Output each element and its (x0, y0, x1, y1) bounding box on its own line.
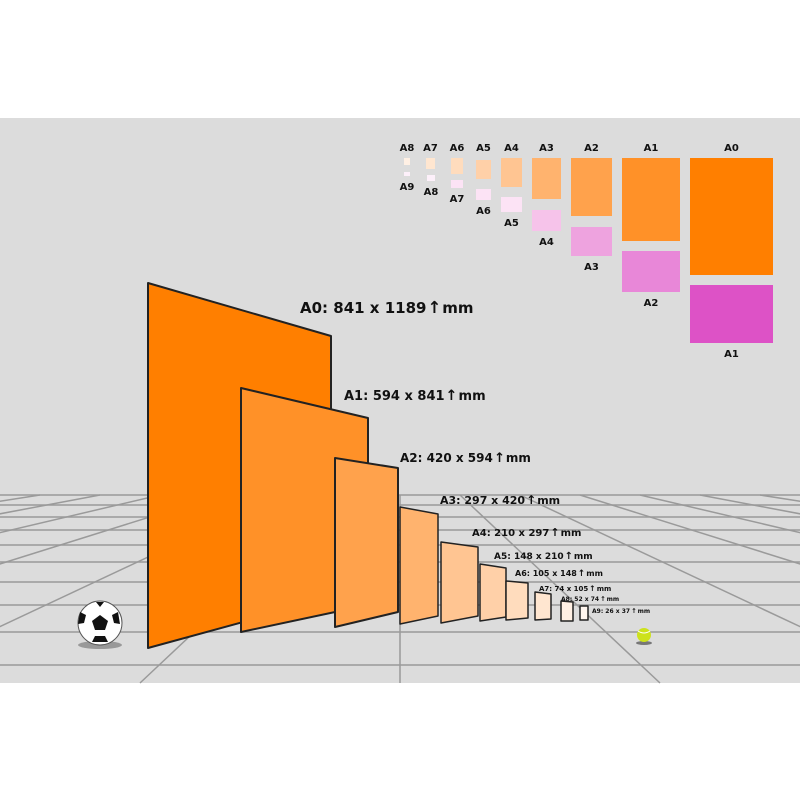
sheet-size-text: A8: 52 x 74 (561, 596, 599, 603)
overview-bottom-label: A2 (644, 298, 659, 309)
up-arrow-icon: ↑ (550, 526, 559, 539)
sheet-unit-text: mm (537, 494, 560, 507)
grid-line (459, 494, 661, 684)
overview-bottom-label: A6 (476, 206, 491, 217)
sheet-unit-text: mm (574, 552, 593, 562)
sheet-a7 (534, 591, 552, 621)
grid-line (519, 494, 800, 628)
overview-panel: A8 A7 A6 A5 A4 A3 A2 A1 A0 A9 A8 A7 A6 A5 A4 A3 A2 A1 (400, 143, 773, 360)
overview-bottom-label: A1 (724, 349, 739, 360)
overview-sheet-top-a2 (571, 158, 612, 216)
overview-sheet-top-a6 (451, 158, 463, 174)
overview-sheet-bottom-a4 (532, 210, 561, 231)
sheet-size-text: A7: 74 x 105 (539, 585, 588, 593)
up-arrow-icon: ↑ (446, 388, 458, 404)
overview-bottom-label: A3 (584, 262, 599, 273)
overview-bottom-label: A9 (400, 182, 415, 193)
sheet-unit-text: mm (638, 608, 651, 615)
overview-top-label: A4 (504, 143, 519, 154)
sheet-size-text: A2: 420 x 594 (400, 451, 493, 465)
up-arrow-icon: ↑ (578, 569, 585, 579)
sheet-size-text: A1: 594 x 841 (344, 389, 445, 404)
overview-sheet-bottom-a6 (476, 189, 491, 200)
overview-sheet-bottom-a3 (571, 227, 612, 256)
overview-top-label: A3 (539, 143, 554, 154)
sheet-unit-text: mm (561, 528, 582, 539)
overview-sheet-top-a5 (476, 160, 491, 179)
grid-line (0, 494, 161, 534)
sheet-a6 (505, 580, 529, 621)
sheet-unit-text: mm (586, 569, 603, 578)
overview-top-label: A0 (724, 143, 739, 154)
overview-sheet-bottom-a1 (690, 285, 773, 343)
sheet-label-a6: A6: 105 x 148↑mm (515, 569, 603, 579)
sheet-size-text: A6: 105 x 148 (515, 569, 577, 578)
up-arrow-icon: ↑ (565, 551, 573, 562)
overview-top-label: A8 (400, 143, 415, 154)
grid-line (0, 494, 221, 565)
up-arrow-icon: ↑ (526, 493, 536, 507)
sheet-label-a8: A8: 52 x 74↑mm (561, 595, 619, 603)
overview-bottom-label: A4 (539, 237, 554, 248)
sheet-size-text: A0: 841 x 1189 (300, 299, 426, 317)
overview-sheet-bottom-a9 (404, 172, 410, 176)
overview-sheet-top-a0 (690, 158, 773, 275)
sheet-label-a9: A9: 26 x 37↑mm (592, 607, 650, 615)
overview-sheet-top-a1 (622, 158, 680, 241)
sheet-a8 (560, 600, 574, 622)
tennis-ball-icon (636, 628, 652, 645)
overview-bottom-label: A5 (504, 218, 519, 229)
sheet-unit-text: mm (597, 585, 612, 593)
overview-sheet-top-a4 (501, 158, 522, 187)
sheet-label-a0: A0: 841 x 1189↑mm (300, 298, 474, 317)
overview-top-label: A7 (423, 143, 438, 154)
sheet-size-text: A3: 297 x 420 (440, 494, 525, 507)
sheet-size-text: A5: 148 x 210 (494, 552, 564, 562)
grid-line (579, 494, 800, 565)
sheet-size-text: A4: 210 x 297 (472, 528, 549, 539)
sheet-label-a3: A3: 297 x 420↑mm (440, 493, 560, 507)
overview-sheet-top-a8 (404, 158, 410, 165)
overview-top-label: A2 (584, 143, 599, 154)
sheet-label-a2: A2: 420 x 594↑mm (400, 451, 531, 466)
sheet-a5 (479, 563, 507, 622)
overview-top-label: A1 (644, 143, 659, 154)
up-arrow-icon: ↑ (631, 607, 637, 615)
overview-sheet-bottom-a2 (622, 251, 680, 292)
up-arrow-icon: ↑ (600, 595, 606, 603)
sheet-size-text: A9: 26 x 37 (592, 608, 630, 615)
soccer-ball-icon (77, 600, 123, 649)
overview-sheet-bottom-a8 (427, 175, 435, 181)
sheet-unit-text: mm (506, 451, 531, 465)
overview-sheet-bottom-a5 (501, 197, 522, 212)
overview-bottom-label: A8 (424, 187, 439, 198)
overview-top-label: A6 (450, 143, 465, 154)
sheet-label-a7: A7: 74 x 105↑mm (539, 584, 611, 593)
sheet-label-a5: A5: 148 x 210↑mm (494, 551, 593, 562)
sheet-label-a1: A1: 594 x 841↑mm (344, 388, 486, 404)
up-arrow-icon: ↑ (427, 298, 441, 317)
sheet-unit-text: mm (459, 389, 486, 404)
sheet-unit-text: mm (607, 596, 620, 603)
overview-sheet-top-a7 (426, 158, 435, 169)
overview-sheet-bottom-a7 (451, 180, 463, 188)
overview-bottom-label: A7 (450, 194, 465, 205)
sheet-a3 (399, 506, 439, 625)
sheet-a2 (334, 457, 399, 628)
sheet-a4 (440, 541, 479, 624)
overview-sheet-top-a3 (532, 158, 561, 199)
up-arrow-icon: ↑ (494, 451, 505, 466)
grid-line (639, 494, 800, 534)
sheet-unit-text: mm (442, 299, 473, 317)
sheet-label-a4: A4: 210 x 297↑mm (472, 526, 581, 539)
up-arrow-icon: ↑ (589, 584, 595, 593)
sheet-a9 (579, 605, 589, 621)
overview-top-label: A5 (476, 143, 491, 154)
